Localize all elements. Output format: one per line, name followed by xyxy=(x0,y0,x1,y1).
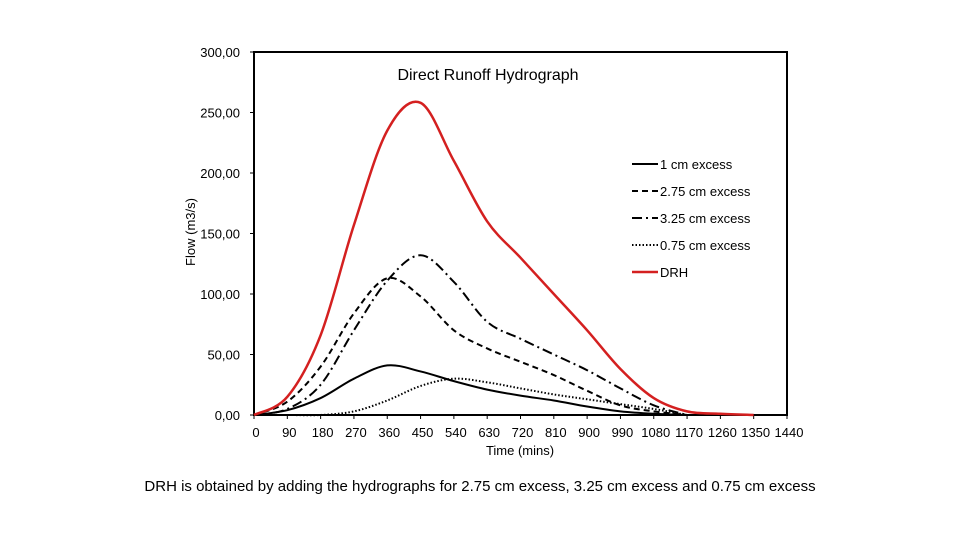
x-tick-label: 0 xyxy=(252,425,259,440)
legend-label: 2.75 cm excess xyxy=(660,184,751,199)
legend-label: DRH xyxy=(660,265,688,280)
y-tick-label: 200,00 xyxy=(200,166,240,181)
series-line-drh xyxy=(253,100,754,417)
x-tick-label: 1170 xyxy=(675,425,703,440)
x-tick-label: 1260 xyxy=(708,425,737,440)
y-axis-ticks: 0,00 50,00 100,00 150,00 200,00 250,00 300,00 xyxy=(200,45,254,423)
x-tick-label: 720 xyxy=(512,425,534,440)
x-tick-label: 810 xyxy=(545,425,567,440)
y-tick-label: 150,00 xyxy=(200,227,240,242)
y-tick-label: 300,00 xyxy=(200,45,240,60)
x-tick-label: 360 xyxy=(378,425,400,440)
y-axis-title: Flow (m3/s) xyxy=(183,198,198,266)
y-tick-label: 0,00 xyxy=(215,408,240,423)
legend-label: 1 cm excess xyxy=(660,157,733,172)
x-tick-label: 900 xyxy=(578,425,600,440)
x-tick-label: 270 xyxy=(345,425,367,440)
y-tick-label: 100,00 xyxy=(200,287,240,302)
legend: 1 cm excess 2.75 cm excess 3.25 cm excess 0… xyxy=(632,157,751,280)
x-tick-label: 1440 xyxy=(775,425,804,440)
x-axis-title: Time (mins) xyxy=(486,443,554,458)
caption: DRH is obtained by adding the hydrograph… xyxy=(144,478,816,495)
series-line-1-cm-excess xyxy=(253,364,688,416)
legend-label: 3.25 cm excess xyxy=(660,211,751,226)
x-axis-ticks: 0 90 180 270 360 450 540 630 720 810 900 990 1080 117… xyxy=(252,415,803,440)
plot-area xyxy=(253,51,788,416)
y-tick-label: 50,00 xyxy=(207,348,240,363)
x-tick-label: 540 xyxy=(445,425,467,440)
chart-title: Direct Runoff Hydrograph xyxy=(397,67,578,84)
x-tick-label: 180 xyxy=(312,425,334,440)
x-tick-label: 1350 xyxy=(741,425,770,440)
series-line-0-75-cm-excess xyxy=(254,377,688,417)
series-lines xyxy=(253,100,754,417)
x-tick-label: 990 xyxy=(612,425,634,440)
x-tick-label: 90 xyxy=(282,425,296,440)
x-tick-label: 1080 xyxy=(641,425,670,440)
x-tick-label: 630 xyxy=(478,425,500,440)
x-tick-label: 450 xyxy=(412,425,434,440)
y-tick-label: 250,00 xyxy=(200,106,240,121)
legend-label: 0.75 cm excess xyxy=(660,238,751,253)
series-line-3-25-cm-excess xyxy=(253,254,688,416)
